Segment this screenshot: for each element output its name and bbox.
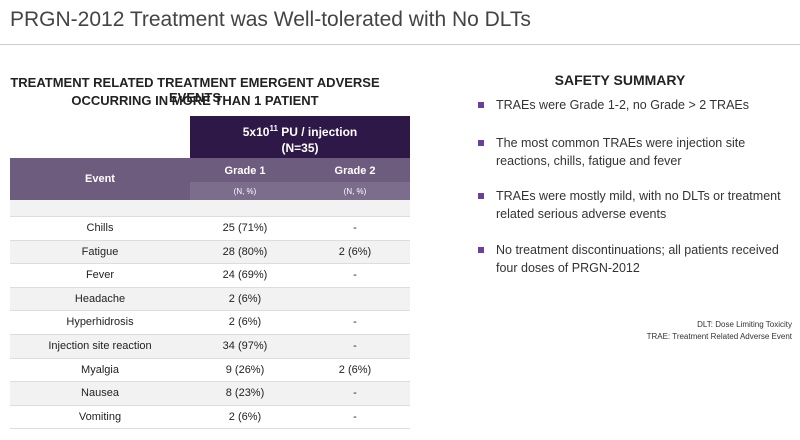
cell: - bbox=[353, 387, 357, 400]
table-row: Chills 25 (71%) - bbox=[10, 217, 410, 241]
dose-exponent: 11 bbox=[269, 124, 278, 133]
footnote: DLT: Dose Limiting Toxicity bbox=[697, 320, 792, 329]
bullet: TRAEs were Grade 1-2, no Grade > 2 TRAEs bbox=[478, 96, 798, 114]
footnote: TRAE: Treatment Related Adverse Event bbox=[646, 332, 792, 341]
bullet-marker bbox=[478, 140, 484, 146]
cell: 34 (97%) bbox=[222, 340, 268, 352]
table-row: Fever 24 (69%) - bbox=[10, 264, 410, 288]
cell: - bbox=[353, 269, 357, 282]
cell: Nausea bbox=[81, 387, 119, 400]
cell: - bbox=[353, 316, 357, 329]
bullet-marker bbox=[478, 193, 484, 199]
table-row: Injection site reaction 34 (97%) - bbox=[10, 335, 410, 359]
unit-label: (N, %) bbox=[233, 187, 257, 196]
cell: Myalgia bbox=[81, 363, 119, 376]
cell: Chills bbox=[86, 222, 114, 234]
cell: Headache bbox=[74, 292, 126, 305]
table-row: Hyperhidrosis 2 (6%) - bbox=[10, 311, 410, 335]
unit-label: (N, %) bbox=[343, 187, 367, 196]
table-heading: OCCURRING IN MORE THAN 1 PATIENT bbox=[71, 93, 319, 108]
bullet-text: TRAEs were Grade 1-2, no Grade > 2 TRAEs bbox=[496, 98, 750, 112]
column-header: Event Grade 1 Grade 2 (N, %) (N, %) bbox=[10, 158, 410, 200]
cell: Fever bbox=[85, 269, 115, 282]
cell: 2 (6%) bbox=[228, 410, 262, 423]
bullet-text: No treatment discontinuations; all patie… bbox=[496, 243, 779, 275]
column-label: Event bbox=[85, 173, 115, 185]
divider bbox=[0, 44, 800, 45]
n-count: (N=35) bbox=[281, 141, 319, 155]
table-row: Myalgia 9 (26%) 2 (6%) bbox=[10, 358, 410, 383]
cell: 2 (6%) bbox=[228, 316, 262, 329]
cell: 25 (71%) bbox=[222, 222, 268, 234]
bullet: No treatment discontinuations; all patie… bbox=[478, 241, 798, 277]
group-header: 5x1011 PU / injection (N=35) bbox=[190, 116, 410, 158]
bullet-text: TRAEs were mostly mild, with no DLTs or … bbox=[496, 189, 781, 221]
dose-base: 5x10 bbox=[242, 125, 270, 139]
cell: - bbox=[353, 410, 357, 423]
table-row: Headache 2 (6%) bbox=[10, 287, 410, 312]
cell: 24 (69%) bbox=[222, 269, 268, 282]
column-label: Grade 2 bbox=[334, 165, 376, 177]
bullet-marker bbox=[478, 102, 484, 108]
table-row: Vomiting 2 (6%) - bbox=[10, 405, 410, 430]
bullet-marker bbox=[478, 247, 484, 253]
bullet: The most common TRAEs were injection sit… bbox=[478, 134, 798, 170]
blank-row bbox=[10, 200, 410, 217]
cell: - bbox=[353, 222, 357, 234]
cell: 9 (26%) bbox=[225, 363, 265, 376]
cell: - bbox=[353, 340, 357, 352]
cell: 2 (6%) bbox=[338, 363, 372, 376]
dose: 5x1011 PU / injection bbox=[242, 124, 358, 139]
cell: Vomiting bbox=[78, 410, 122, 423]
table-heading: TREATMENT RELATED TREATMENT EMERGENT ADV… bbox=[10, 75, 380, 105]
slide-title: PRGN-2012 Treatment was Well-tolerated w… bbox=[10, 8, 531, 31]
dose-unit: PU / injection bbox=[277, 125, 358, 139]
table-row: Nausea 8 (23%) - bbox=[10, 382, 410, 406]
cell: Fatigue bbox=[81, 245, 119, 258]
cell: 2 (6%) bbox=[338, 245, 372, 258]
bullet: TRAEs were mostly mild, with no DLTs or … bbox=[478, 187, 798, 223]
bullet-text: The most common TRAEs were injection sit… bbox=[496, 136, 746, 168]
cell: Hyperhidrosis bbox=[66, 316, 134, 329]
unit-band bbox=[190, 182, 410, 200]
column-label: Grade 1 bbox=[224, 165, 266, 177]
cell: Injection site reaction bbox=[48, 340, 152, 352]
summary-title: SAFETY SUMMARY bbox=[554, 72, 686, 88]
cell: 8 (23%) bbox=[225, 387, 265, 400]
cell: 28 (80%) bbox=[222, 245, 268, 258]
cell: 2 (6%) bbox=[228, 292, 262, 305]
table-row: Fatigue 28 (80%) 2 (6%) bbox=[10, 240, 410, 265]
